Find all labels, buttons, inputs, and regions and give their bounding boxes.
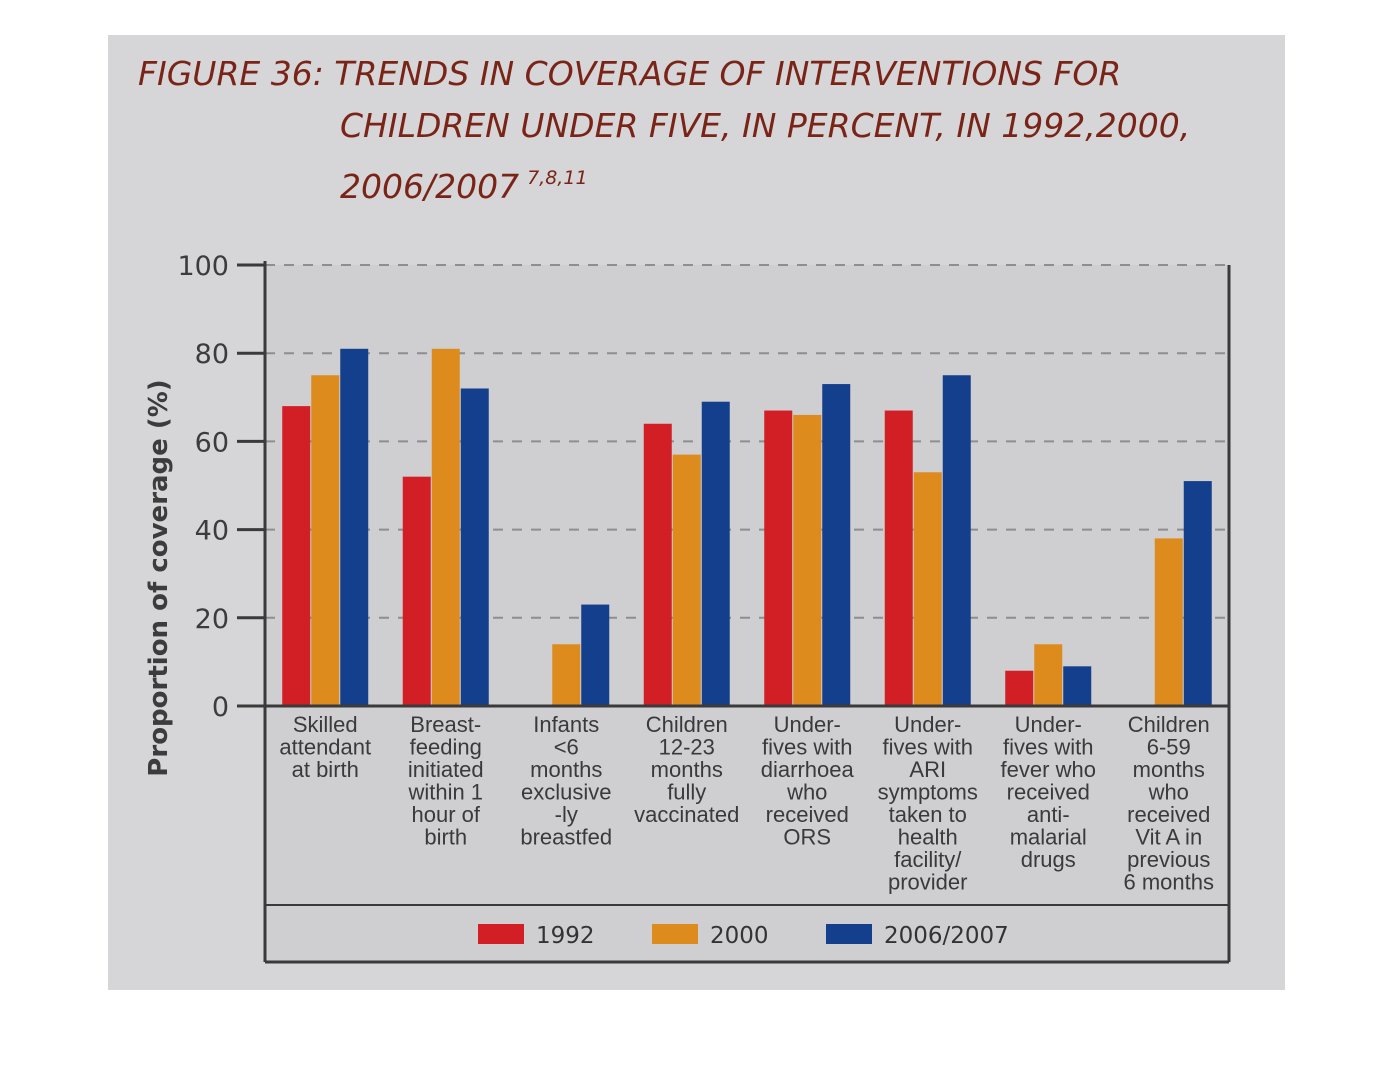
- bar-2006-2007-category-1: [340, 348, 369, 706]
- category-label-2-line-4: within 1: [407, 780, 483, 805]
- y-tick-label-100: 100: [177, 251, 229, 282]
- bar-2000-category-2: [431, 348, 460, 706]
- bar-2006-2007-category-3: [581, 604, 610, 706]
- figure-title-line-1: FIGURE 36: TRENDS IN COVERAGE OF INTERVE…: [138, 54, 1122, 93]
- category-label-5-line-4: who: [786, 780, 827, 805]
- category-label-4-line-1: Children: [646, 712, 728, 737]
- category-label-1-line-2: attendant: [279, 735, 371, 760]
- category-label-8-line-5: received: [1127, 802, 1210, 827]
- figure-title-line-2: CHILDREN UNDER FIVE, IN PERCENT, IN 1992…: [340, 106, 1191, 145]
- category-label-4-line-4: fully: [667, 780, 706, 805]
- category-label-5-line-1: Under-: [774, 712, 841, 737]
- legend-label-2000: 2000: [710, 923, 769, 949]
- bar-2000-category-7: [1034, 644, 1063, 706]
- category-label-7-line-1: Under-: [1015, 712, 1082, 737]
- category-label-8-line-3: months: [1133, 757, 1205, 782]
- figure-title: FIGURE 36: TRENDS IN COVERAGE OF INTERVE…: [138, 48, 1258, 213]
- bar-2000-category-5: [793, 414, 822, 706]
- y-tick-label-20: 20: [195, 604, 229, 635]
- legend-label-2006-2007: 2006/2007: [884, 923, 1009, 949]
- figure-title-line-3: 2006/2007 7,8,11: [138, 152, 1258, 213]
- category-label-7-line-6: malarial: [1010, 825, 1087, 850]
- category-label-1-line-3: at birth: [292, 757, 359, 782]
- category-label-2-line-6: birth: [424, 825, 467, 850]
- bar-2000-category-4: [672, 454, 701, 706]
- category-label-2-line-3: initiated: [408, 757, 484, 782]
- category-label-2-line-2: feeding: [410, 735, 482, 760]
- category-label-6-line-7: facility/: [894, 847, 962, 872]
- category-label-6-line-1: Under-: [894, 712, 961, 737]
- bar-1992-category-1: [282, 406, 311, 706]
- bar-1992-category-4: [643, 423, 672, 706]
- category-label-4-line-2: 12-23: [659, 735, 715, 760]
- category-label-7-line-5: anti-: [1027, 802, 1070, 827]
- category-label-6-line-3: ARI: [909, 757, 946, 782]
- category-label-3-line-1: Infants: [533, 712, 599, 737]
- category-label-8-line-2: 6-59: [1147, 735, 1191, 760]
- category-label-4-line-3: months: [651, 757, 723, 782]
- y-tick-label-80: 80: [195, 339, 229, 370]
- legend-swatch-2000: [652, 924, 698, 944]
- category-label-8-line-4: who: [1148, 780, 1189, 805]
- category-label-8-line-6: Vit A in: [1135, 825, 1202, 850]
- category-label-5-line-2: fives with: [762, 735, 852, 760]
- y-tick-label-60: 60: [195, 427, 229, 458]
- category-label-8-line-7: previous: [1127, 847, 1210, 872]
- bar-2006-2007-category-7: [1063, 666, 1092, 706]
- y-tick-label-40: 40: [195, 516, 229, 547]
- bar-2006-2007-category-6: [942, 375, 971, 706]
- category-label-5-line-5: received: [766, 802, 849, 827]
- category-label-6-line-8: provider: [888, 870, 967, 895]
- category-label-7-line-7: drugs: [1021, 847, 1076, 872]
- bar-2000-category-8: [1154, 538, 1183, 706]
- category-label-3-line-5: -ly: [555, 802, 578, 827]
- bar-1992-category-7: [1005, 670, 1034, 706]
- bar-1992-category-2: [402, 476, 431, 706]
- bar-2000-category-1: [311, 375, 340, 706]
- y-axis-title: Proportion of coverage (%): [144, 379, 174, 776]
- category-label-7-line-4: received: [1007, 780, 1090, 805]
- category-label-3-line-6: breastfed: [520, 825, 612, 850]
- category-label-3-line-3: months: [530, 757, 602, 782]
- bar-2000-category-6: [913, 472, 942, 706]
- bar-2006-2007-category-5: [822, 384, 851, 706]
- y-tick-label-0: 0: [212, 692, 229, 723]
- figure-title-superscript: 7,8,11: [527, 167, 588, 189]
- category-label-5-line-6: ORS: [783, 825, 831, 850]
- category-label-7-line-3: fever who: [1001, 757, 1096, 782]
- category-label-6-line-5: taken to: [889, 802, 967, 827]
- bar-2006-2007-category-4: [701, 401, 730, 706]
- bar-2006-2007-category-2: [460, 388, 489, 706]
- category-label-3-line-4: exclusive: [521, 780, 611, 805]
- category-label-6-line-2: fives with: [883, 735, 973, 760]
- bar-2000-category-3: [552, 644, 581, 706]
- legend-swatch-1992: [478, 924, 524, 944]
- legend-swatch-2006-2007: [826, 924, 872, 944]
- category-label-6-line-6: health: [898, 825, 958, 850]
- category-label-7-line-2: fives with: [1003, 735, 1093, 760]
- category-label-2-line-5: hour of: [412, 802, 481, 827]
- category-label-5-line-3: diarrhoea: [761, 757, 855, 782]
- category-label-8-line-8: 6 months: [1124, 870, 1215, 895]
- category-label-1-line-1: Skilled: [293, 712, 358, 737]
- bar-2006-2007-category-8: [1183, 481, 1212, 706]
- category-label-6-line-4: symptoms: [878, 780, 978, 805]
- bar-1992-category-5: [764, 410, 793, 706]
- category-label-3-line-2: <6: [554, 735, 579, 760]
- category-label-2-line-1: Breast-: [410, 712, 481, 737]
- figure-title-line-3-text: 2006/2007: [340, 167, 520, 206]
- legend-label-1992: 1992: [536, 923, 595, 949]
- category-label-4-line-5: vaccinated: [634, 802, 739, 827]
- category-label-8-line-1: Children: [1128, 712, 1210, 737]
- bar-1992-category-6: [884, 410, 913, 706]
